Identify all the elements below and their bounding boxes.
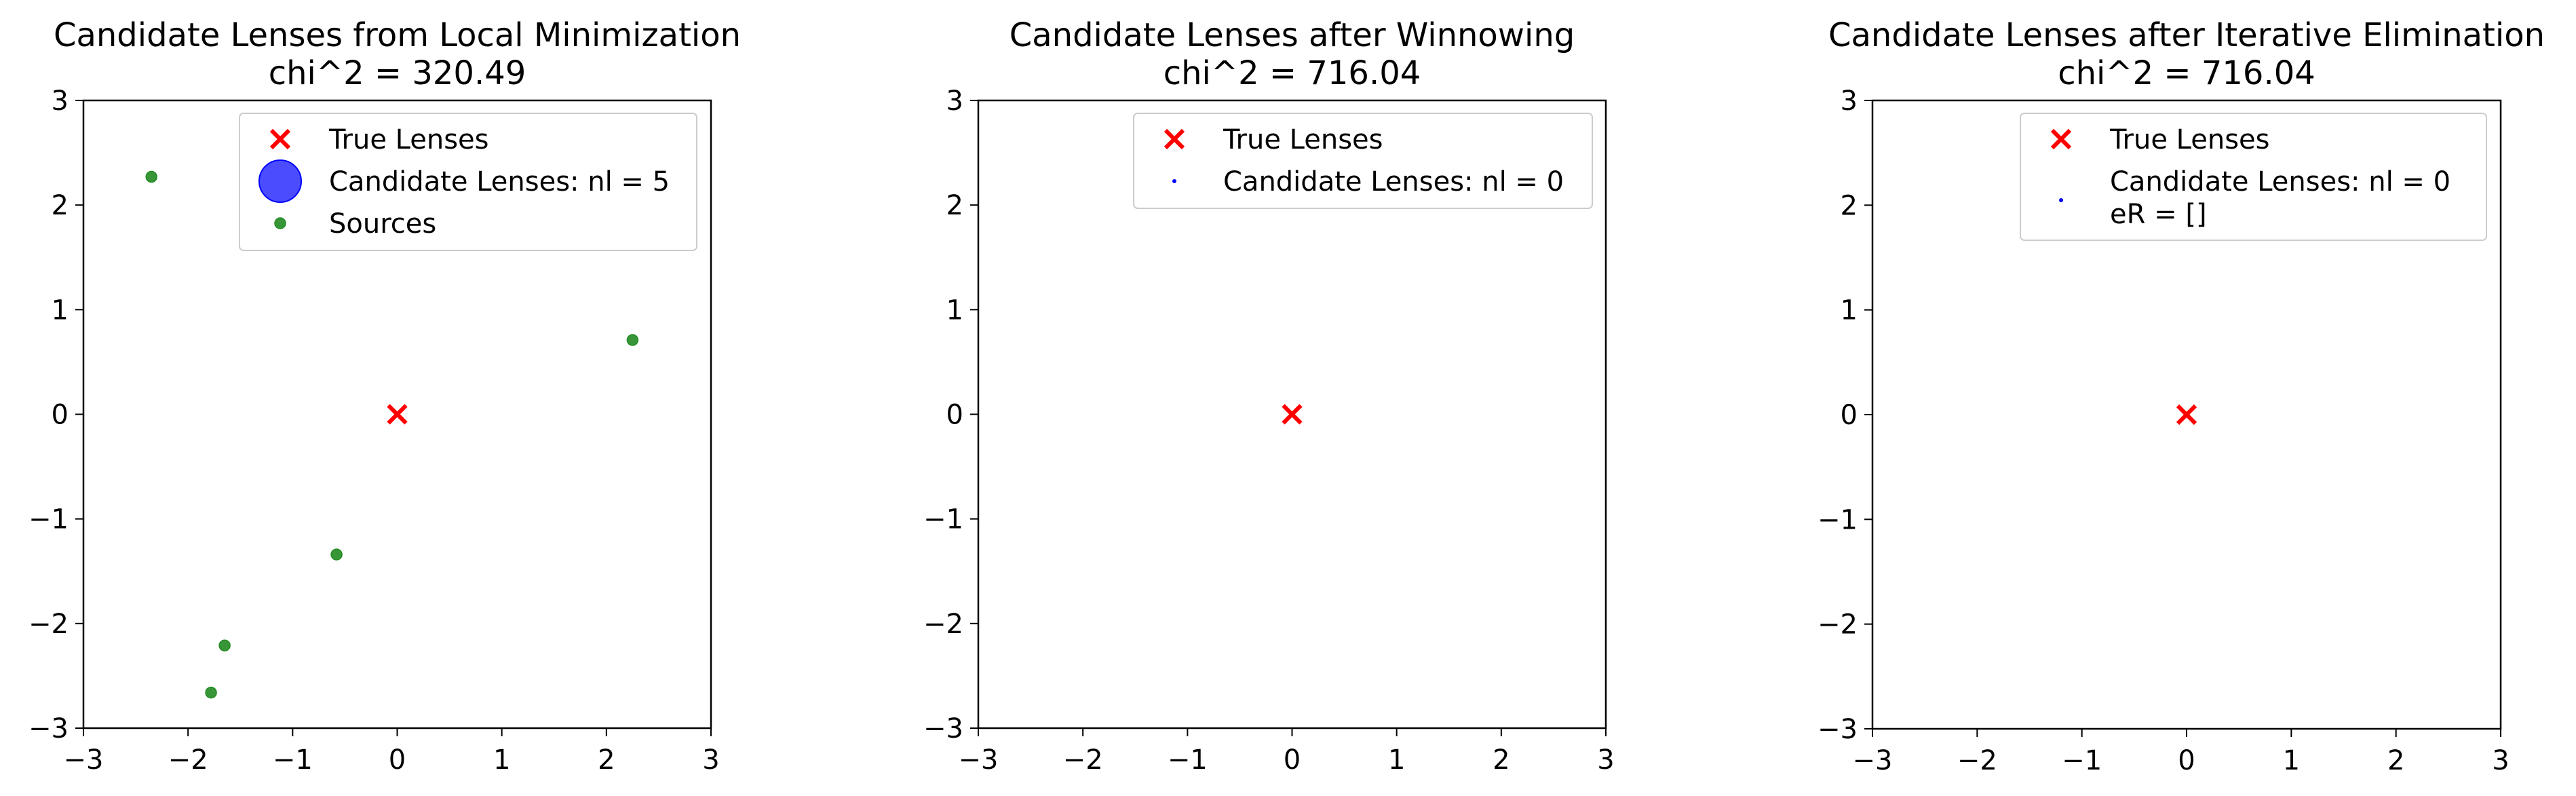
chart-2-ytick-label-5: 2 <box>946 190 963 221</box>
chart-1-ytick-label-6: 3 <box>52 86 69 117</box>
chart-3-ytick-label-6: 3 <box>1841 86 1858 117</box>
chart-3-legend-label-1: True Lenses <box>2109 124 2270 155</box>
chart-1-series-3-point-5 <box>205 686 217 699</box>
chart-1-xtick-label-5: 2 <box>598 744 615 776</box>
chart-2-legend-marker-1 <box>1164 128 1185 150</box>
chart-3-title: Candidate Lenses after Iterative Elimina… <box>1828 16 2545 54</box>
chart-1-subtitle: chi^2 = 320.49 <box>269 54 526 92</box>
chart-1-legend: True Lenses Candidate Lenses: nl = 5 Sourc… <box>239 113 697 251</box>
chart-3-xtick-label-0: −3 <box>1853 745 1893 776</box>
chart-1-ytick-label-3: 0 <box>52 400 69 431</box>
chart-2-ytick-label-4: 1 <box>946 295 963 326</box>
chart-1-legend-label-2: Candidate Lenses: nl = 5 <box>329 166 670 197</box>
chart-1-series-1-point-1 <box>387 404 408 425</box>
chart-1-legend-marker-1 <box>269 128 291 150</box>
chart-3-ytick-label-4: 1 <box>1841 295 1858 326</box>
chart-1-xtick-label-4: 1 <box>493 744 510 776</box>
chart-2-ytick-label-0: −3 <box>923 713 963 744</box>
chart-1-series-3-point-4 <box>218 639 231 651</box>
chart-2-ytick-label-3: 0 <box>946 400 963 431</box>
chart-3-legend-box <box>2020 113 2487 241</box>
chart-1-title: Candidate Lenses from Local Minimization <box>54 16 741 54</box>
chart-3-xtick-label-3: 0 <box>2178 745 2195 776</box>
chart-2-ytick-label-1: −2 <box>923 609 963 640</box>
chart-1-legend-marker-2 <box>258 159 302 203</box>
chart-1-series-3-point-1 <box>145 170 157 183</box>
chart-3-legend-marker-2 <box>2059 198 2063 202</box>
chart-1-ytick-label-5: 2 <box>52 190 69 221</box>
chart-1-series-3-point-3 <box>330 548 343 561</box>
chart-3: Candidate Lenses after Iterative Elimina… <box>1818 16 2545 776</box>
chart-3-legend: True Lenses Candidate Lenses: nl = 0 eR =… <box>2020 113 2487 241</box>
chart-2-legend-label-2: Candidate Lenses: nl = 0 <box>1223 166 1564 197</box>
chart-2-xtick-label-5: 2 <box>1493 744 1510 776</box>
chart-1-xtick-label-2: −1 <box>273 744 313 776</box>
chart-3-xtick-label-1: −2 <box>1957 745 1997 776</box>
chart-2-xtick-label-2: −1 <box>1168 744 1208 776</box>
chart-3-legend-label-2-line2: eR = [] <box>2110 199 2207 230</box>
chart-3-series-1-point-1 <box>2176 404 2197 425</box>
chart-2-ytick-label-6: 3 <box>946 86 963 117</box>
chart-1-ytick-label-1: −2 <box>28 609 69 640</box>
chart-3-ytick-label-0: −3 <box>1818 714 1858 745</box>
chart-2-series-1-point-1 <box>1282 404 1303 425</box>
chart-3-ytick-label-5: 2 <box>1841 190 1858 221</box>
chart-2-legend: True Lenses Candidate Lenses: nl = 0 <box>1133 113 1593 209</box>
chart-1-series-3-point-2 <box>626 334 639 346</box>
chart-2-title: Candidate Lenses after Winnowing <box>1010 16 1575 54</box>
chart-3-xtick-label-4: 1 <box>2283 745 2300 776</box>
chart-1-ytick-label-2: −1 <box>28 504 69 535</box>
chart-1-xtick-label-0: −3 <box>64 744 104 776</box>
chart-2-xtick-label-1: −2 <box>1063 744 1103 776</box>
chart-1-legend-label-1: True Lenses <box>328 124 489 155</box>
chart-3-xtick-label-2: −1 <box>2062 745 2102 776</box>
chart-3-ytick-label-1: −2 <box>1818 609 1858 641</box>
chart-1-ytick-label-0: −3 <box>28 713 69 744</box>
chart-2-xtick-label-0: −3 <box>959 744 999 776</box>
chart-2-legend-label-1: True Lenses <box>1223 124 1383 155</box>
chart-2-subtitle: chi^2 = 716.04 <box>1164 54 1421 92</box>
chart-3-ytick-label-2: −1 <box>1818 504 1858 535</box>
chart-1-ytick-label-4: 1 <box>52 295 69 326</box>
chart-3-legend-marker-1 <box>2050 128 2072 150</box>
chart-3-xtick-label-6: 3 <box>2492 745 2509 776</box>
chart-2-xtick-label-6: 3 <box>1597 744 1614 776</box>
chart-3-subtitle: chi^2 = 716.04 <box>2058 54 2315 92</box>
chart-1-xtick-label-3: 0 <box>389 744 406 776</box>
chart-2-legend-marker-2 <box>1172 179 1176 183</box>
chart-2-legend-box <box>1133 113 1593 209</box>
chart-3-legend-label-2: Candidate Lenses: nl = 0 <box>2110 166 2450 197</box>
chart-2-xtick-label-3: 0 <box>1284 744 1301 776</box>
chart-2-ytick-label-2: −1 <box>923 504 963 535</box>
chart-1-legend-marker-3 <box>274 217 286 229</box>
chart-1-legend-label-3: Sources <box>329 208 436 240</box>
chart-1-xtick-label-6: 3 <box>702 744 719 776</box>
chart-1-xtick-label-1: −2 <box>168 744 208 776</box>
chart-3-ytick-label-3: 0 <box>1841 400 1858 431</box>
chart-2-xtick-label-4: 1 <box>1388 744 1405 776</box>
chart-3-xtick-label-5: 2 <box>2387 745 2404 776</box>
chart-1-legend-box <box>239 113 697 251</box>
chart-1: Candidate Lenses from Local Minimization… <box>28 16 741 776</box>
